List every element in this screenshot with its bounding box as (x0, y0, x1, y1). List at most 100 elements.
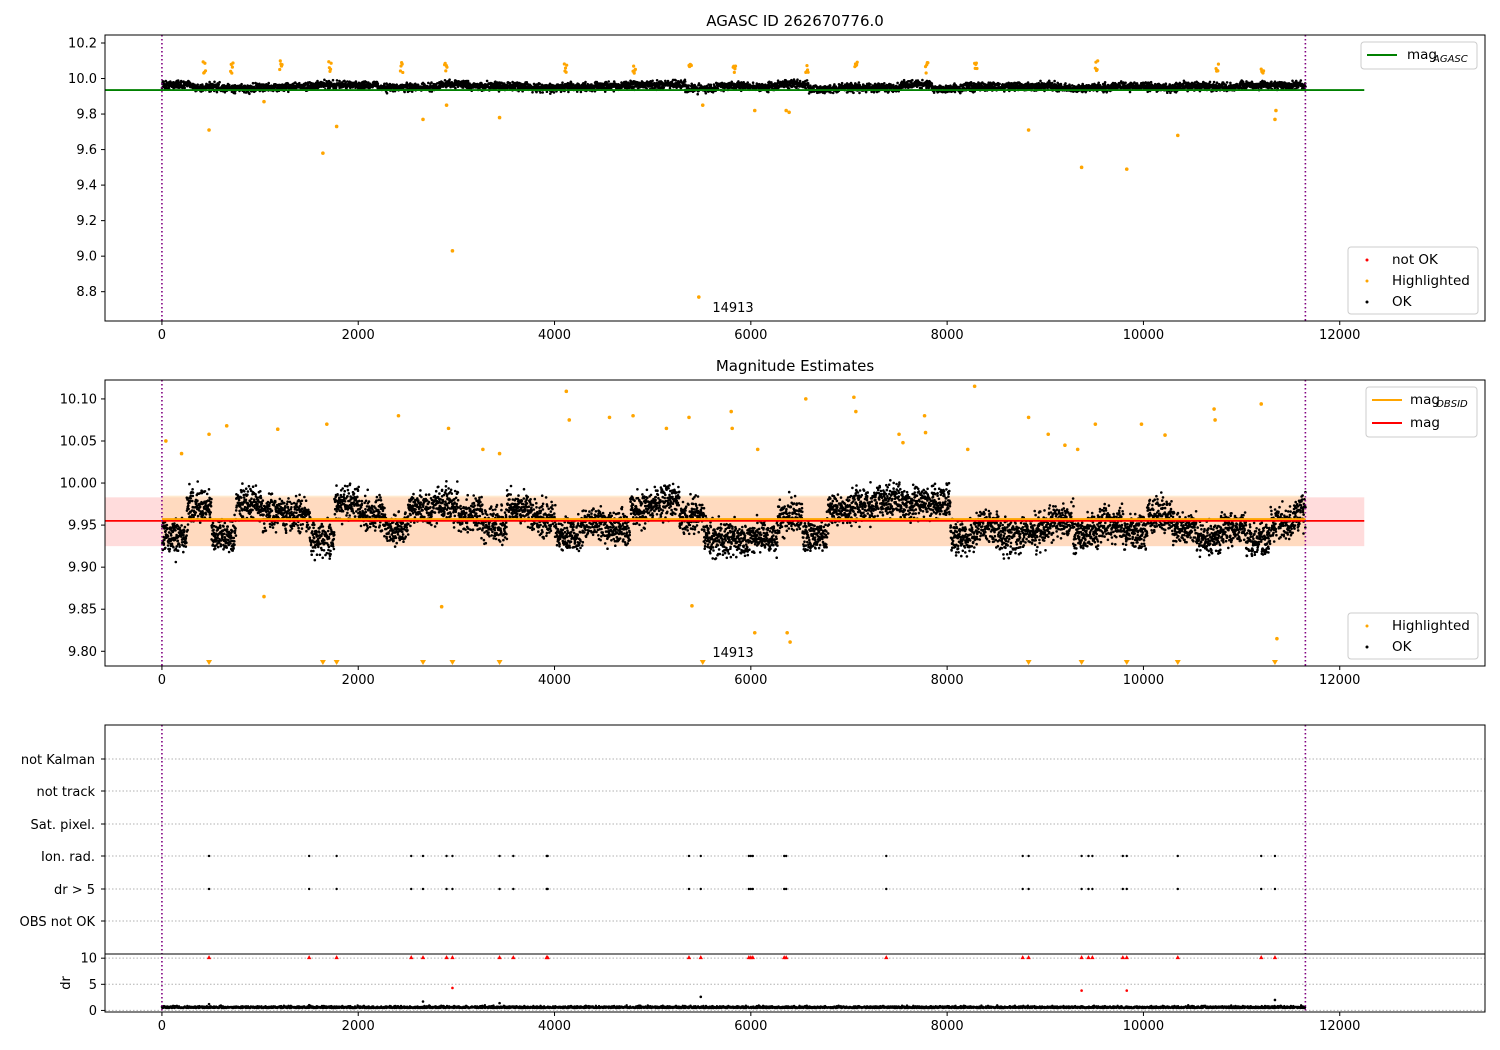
flag-event-marker (498, 887, 501, 891)
y-tick-label: 9.4 (76, 179, 97, 194)
highlighted-point (1046, 432, 1051, 437)
highlighted-point (632, 71, 636, 75)
highlighted-point (732, 70, 736, 74)
highlighted-point (974, 61, 978, 65)
flag-label-dr-gt-5: dr > 5 (54, 883, 95, 898)
legend-mag-agasc-label: mag (1407, 47, 1437, 63)
flag-event-marker (699, 887, 702, 891)
flag-event-marker (783, 887, 786, 891)
y-tick-label: 10.05 (60, 434, 97, 449)
dr-clipped-marker (497, 955, 502, 960)
x-tick-label: 10000 (1123, 673, 1164, 688)
legend2-ok-marker (1365, 645, 1369, 649)
panel2-line-legend: mag OBSID mag (1365, 386, 1478, 438)
highlighted-point (1274, 108, 1278, 113)
dr-clipped-marker (1079, 955, 1084, 960)
highlighted-point (1139, 422, 1144, 426)
flag-event-marker (335, 854, 338, 858)
clipped-marker (496, 660, 503, 665)
dr-clipped-marker (1259, 955, 1264, 960)
dr-spike-point (1273, 998, 1277, 1002)
clipped-marker (333, 660, 340, 665)
highlighted-point (207, 432, 211, 437)
y-tick-label: 9.85 (68, 603, 97, 618)
flag-event-marker (699, 854, 702, 858)
dr-clipped-marker (1020, 955, 1025, 960)
panel1-point-legend: not OK Highlighted OK (1347, 246, 1479, 315)
legend-not-ok-marker (1365, 258, 1369, 262)
panel1-axes (161, 35, 1307, 321)
panel2-x-ticks: 0 2000 4000 6000 8000 10000 12000 (158, 666, 1360, 688)
x-tick-label: 0 (158, 328, 166, 343)
y-tick-label: 10.10 (60, 392, 97, 407)
highlighted-point (922, 413, 927, 418)
highlighted-point (805, 63, 809, 68)
highlighted-point (231, 61, 235, 65)
x-tick-label: 6000 (734, 673, 767, 688)
x-tick-label: 4000 (538, 328, 571, 343)
y-tick-label: 10.0 (68, 72, 97, 87)
dr-clipped-marker (1086, 955, 1091, 960)
y-tick-label: 9.2 (76, 214, 97, 229)
highlighted-point (1124, 167, 1129, 171)
highlighted-point (1095, 68, 1099, 72)
highlighted-point (164, 439, 168, 443)
panel1-x-ticks: 0 2000 4000 6000 8000 10000 12000 (158, 321, 1360, 343)
flag-event-marker (1176, 854, 1179, 858)
dr-clipped-marker (1272, 955, 1278, 960)
flag-event-marker (687, 854, 691, 858)
flag-event-marker (546, 887, 549, 891)
panel2-frame (104, 379, 1486, 667)
clipped-marker (420, 660, 427, 665)
highlighted-point (972, 384, 977, 389)
x-tick-label: 10000 (1123, 328, 1164, 343)
highlighted-point (897, 432, 901, 437)
highlighted-point (690, 604, 694, 608)
clipped-marker (206, 660, 213, 665)
highlighted-point (1026, 128, 1031, 132)
flag-event-marker (749, 887, 753, 891)
dr-spike-point (421, 1000, 425, 1003)
highlighted-point (1212, 407, 1216, 411)
highlighted-point (923, 430, 928, 435)
highlighted-point (664, 426, 669, 431)
dr-clipped-marker (450, 955, 455, 960)
highlighted-point (401, 70, 405, 75)
highlighted-point (565, 63, 569, 67)
flag-event-marker (751, 887, 754, 891)
magnitude-estimates-panel: Magnitude Estimates 0 2000 4000 6000 8000 100… (60, 357, 1486, 688)
highlighted-point (633, 67, 638, 71)
panel3-flag-labels: not Kalman not track Sat. pixel. Ion. ra… (20, 753, 96, 930)
flag-event-marker (885, 854, 888, 858)
panel2-point-legend-box (1347, 612, 1479, 660)
highlighted-point (1163, 433, 1167, 437)
highlighted-point (421, 117, 425, 122)
flag-event-marker (749, 854, 753, 858)
x-tick-label: 0 (158, 673, 166, 688)
highlighted-point (497, 115, 502, 120)
highlighted-point (1096, 59, 1100, 63)
dr-points (160, 1004, 1307, 1010)
y-tick-label: 10.00 (60, 477, 97, 492)
y-tick-label: 9.0 (76, 250, 97, 265)
highlighted-point (687, 415, 691, 420)
dr-clipped-marker (511, 955, 516, 960)
highlighted-point (325, 422, 329, 426)
highlighted-point (733, 64, 738, 68)
highlighted-point (398, 69, 403, 73)
clipped-marker (319, 660, 326, 665)
highlighted-point (784, 108, 788, 113)
highlighted-point (564, 70, 568, 74)
dr-clipped-marker (545, 955, 550, 960)
highlighted-point (787, 110, 791, 115)
dr-spike-point (699, 995, 703, 999)
flag-event-marker (1260, 887, 1263, 891)
highlighted-point (607, 415, 612, 420)
dr-clipped-marker (334, 955, 339, 960)
panel1-frame (104, 34, 1486, 322)
flag-event-marker (421, 887, 425, 891)
highlighted-point (700, 103, 705, 107)
highlighted-point (855, 60, 859, 64)
highlighted-point (752, 108, 757, 113)
flag-label-not-track: not track (36, 785, 95, 800)
